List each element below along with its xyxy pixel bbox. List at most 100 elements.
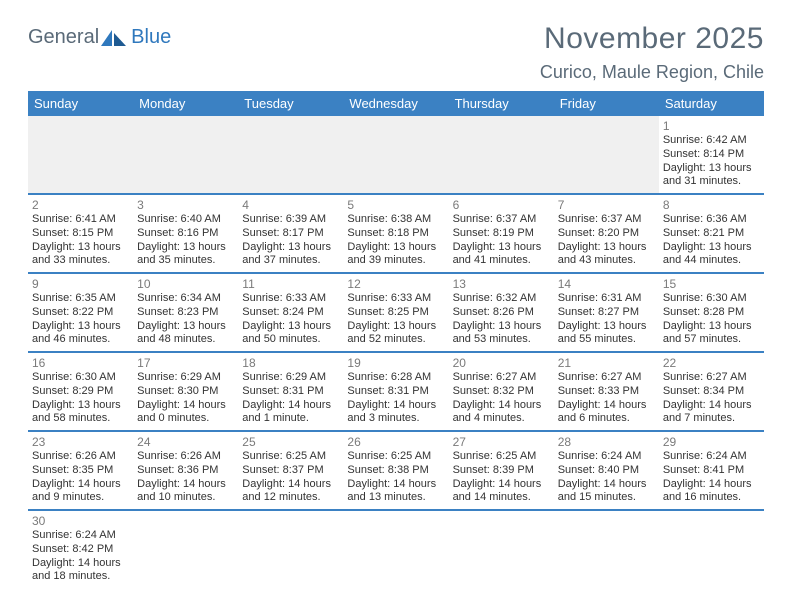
sunrise-text: Sunrise: 6:26 AM	[32, 450, 129, 464]
calendar-cell: 26Sunrise: 6:25 AMSunset: 8:38 PMDayligh…	[343, 431, 448, 510]
daylight-text: Daylight: 14 hours	[347, 399, 444, 413]
day-number: 18	[242, 356, 339, 370]
calendar-cell	[554, 510, 659, 588]
day-number: 1	[663, 119, 760, 133]
calendar-cell: 5Sunrise: 6:38 AMSunset: 8:18 PMDaylight…	[343, 194, 448, 273]
sunrise-text: Sunrise: 6:25 AM	[347, 450, 444, 464]
calendar-cell: 13Sunrise: 6:32 AMSunset: 8:26 PMDayligh…	[449, 273, 554, 352]
daylight-text: Daylight: 13 hours	[347, 241, 444, 255]
sunset-text: Sunset: 8:17 PM	[242, 227, 339, 241]
calendar-cell: 12Sunrise: 6:33 AMSunset: 8:25 PMDayligh…	[343, 273, 448, 352]
daylight-text: and 15 minutes.	[558, 491, 655, 505]
sunset-text: Sunset: 8:20 PM	[558, 227, 655, 241]
calendar-cell: 21Sunrise: 6:27 AMSunset: 8:33 PMDayligh…	[554, 352, 659, 431]
daylight-text: Daylight: 14 hours	[663, 478, 760, 492]
daylight-text: and 4 minutes.	[453, 412, 550, 426]
day-number: 26	[347, 435, 444, 449]
daylight-text: and 53 minutes.	[453, 333, 550, 347]
day-number: 2	[32, 198, 129, 212]
daylight-text: and 44 minutes.	[663, 254, 760, 268]
daylight-text: Daylight: 13 hours	[32, 320, 129, 334]
day-number: 28	[558, 435, 655, 449]
sunrise-text: Sunrise: 6:34 AM	[137, 292, 234, 306]
calendar-cell: 15Sunrise: 6:30 AMSunset: 8:28 PMDayligh…	[659, 273, 764, 352]
daylight-text: Daylight: 13 hours	[663, 320, 760, 334]
daylight-text: Daylight: 13 hours	[663, 162, 760, 176]
sunset-text: Sunset: 8:32 PM	[453, 385, 550, 399]
calendar-row: 9Sunrise: 6:35 AMSunset: 8:22 PMDaylight…	[28, 273, 764, 352]
daylight-text: and 48 minutes.	[137, 333, 234, 347]
day-header: Monday	[133, 91, 238, 116]
sunrise-text: Sunrise: 6:33 AM	[242, 292, 339, 306]
daylight-text: Daylight: 13 hours	[453, 241, 550, 255]
calendar-cell: 22Sunrise: 6:27 AMSunset: 8:34 PMDayligh…	[659, 352, 764, 431]
sunrise-text: Sunrise: 6:31 AM	[558, 292, 655, 306]
logo-text-general: General	[28, 26, 99, 49]
location: Curico, Maule Region, Chile	[540, 62, 764, 83]
day-number: 30	[32, 514, 129, 528]
daylight-text: and 35 minutes.	[137, 254, 234, 268]
daylight-text: Daylight: 14 hours	[453, 399, 550, 413]
calendar-cell: 27Sunrise: 6:25 AMSunset: 8:39 PMDayligh…	[449, 431, 554, 510]
day-number: 21	[558, 356, 655, 370]
calendar-cell: 29Sunrise: 6:24 AMSunset: 8:41 PMDayligh…	[659, 431, 764, 510]
daylight-text: and 0 minutes.	[137, 412, 234, 426]
sunrise-text: Sunrise: 6:32 AM	[453, 292, 550, 306]
daylight-text: and 3 minutes.	[347, 412, 444, 426]
calendar-cell: 7Sunrise: 6:37 AMSunset: 8:20 PMDaylight…	[554, 194, 659, 273]
calendar-cell	[238, 510, 343, 588]
daylight-text: and 55 minutes.	[558, 333, 655, 347]
sunrise-text: Sunrise: 6:41 AM	[32, 213, 129, 227]
calendar-cell: 16Sunrise: 6:30 AMSunset: 8:29 PMDayligh…	[28, 352, 133, 431]
daylight-text: and 1 minute.	[242, 412, 339, 426]
daylight-text: Daylight: 13 hours	[242, 241, 339, 255]
sunrise-text: Sunrise: 6:28 AM	[347, 371, 444, 385]
daylight-text: Daylight: 14 hours	[32, 478, 129, 492]
day-header: Thursday	[449, 91, 554, 116]
sunrise-text: Sunrise: 6:37 AM	[453, 213, 550, 227]
daylight-text: and 10 minutes.	[137, 491, 234, 505]
daylight-text: Daylight: 13 hours	[32, 241, 129, 255]
sunrise-text: Sunrise: 6:25 AM	[242, 450, 339, 464]
calendar-cell	[133, 116, 238, 194]
daylight-text: and 33 minutes.	[32, 254, 129, 268]
sunrise-text: Sunrise: 6:39 AM	[242, 213, 339, 227]
calendar-cell: 9Sunrise: 6:35 AMSunset: 8:22 PMDaylight…	[28, 273, 133, 352]
calendar-cell: 6Sunrise: 6:37 AMSunset: 8:19 PMDaylight…	[449, 194, 554, 273]
day-number: 25	[242, 435, 339, 449]
day-number: 6	[453, 198, 550, 212]
day-header-row: SundayMondayTuesdayWednesdayThursdayFrid…	[28, 91, 764, 116]
sunrise-text: Sunrise: 6:38 AM	[347, 213, 444, 227]
calendar-cell: 19Sunrise: 6:28 AMSunset: 8:31 PMDayligh…	[343, 352, 448, 431]
calendar-cell: 14Sunrise: 6:31 AMSunset: 8:27 PMDayligh…	[554, 273, 659, 352]
logo: General Blue	[28, 22, 171, 49]
calendar-cell	[449, 510, 554, 588]
daylight-text: Daylight: 14 hours	[663, 399, 760, 413]
day-header: Friday	[554, 91, 659, 116]
daylight-text: Daylight: 14 hours	[242, 478, 339, 492]
calendar-cell	[28, 116, 133, 194]
sunset-text: Sunset: 8:30 PM	[137, 385, 234, 399]
day-number: 7	[558, 198, 655, 212]
sunset-text: Sunset: 8:21 PM	[663, 227, 760, 241]
day-number: 9	[32, 277, 129, 291]
day-header: Saturday	[659, 91, 764, 116]
calendar-cell: 1Sunrise: 6:42 AMSunset: 8:14 PMDaylight…	[659, 116, 764, 194]
daylight-text: Daylight: 13 hours	[137, 320, 234, 334]
day-header: Tuesday	[238, 91, 343, 116]
calendar-cell: 24Sunrise: 6:26 AMSunset: 8:36 PMDayligh…	[133, 431, 238, 510]
daylight-text: Daylight: 14 hours	[453, 478, 550, 492]
sunset-text: Sunset: 8:31 PM	[347, 385, 444, 399]
calendar-row: 30Sunrise: 6:24 AMSunset: 8:42 PMDayligh…	[28, 510, 764, 588]
calendar-cell: 20Sunrise: 6:27 AMSunset: 8:32 PMDayligh…	[449, 352, 554, 431]
day-number: 14	[558, 277, 655, 291]
daylight-text: and 41 minutes.	[453, 254, 550, 268]
calendar-cell: 11Sunrise: 6:33 AMSunset: 8:24 PMDayligh…	[238, 273, 343, 352]
day-number: 19	[347, 356, 444, 370]
calendar-cell: 17Sunrise: 6:29 AMSunset: 8:30 PMDayligh…	[133, 352, 238, 431]
day-number: 8	[663, 198, 760, 212]
sunset-text: Sunset: 8:29 PM	[32, 385, 129, 399]
sunrise-text: Sunrise: 6:33 AM	[347, 292, 444, 306]
sunrise-text: Sunrise: 6:36 AM	[663, 213, 760, 227]
sunrise-text: Sunrise: 6:42 AM	[663, 134, 760, 148]
